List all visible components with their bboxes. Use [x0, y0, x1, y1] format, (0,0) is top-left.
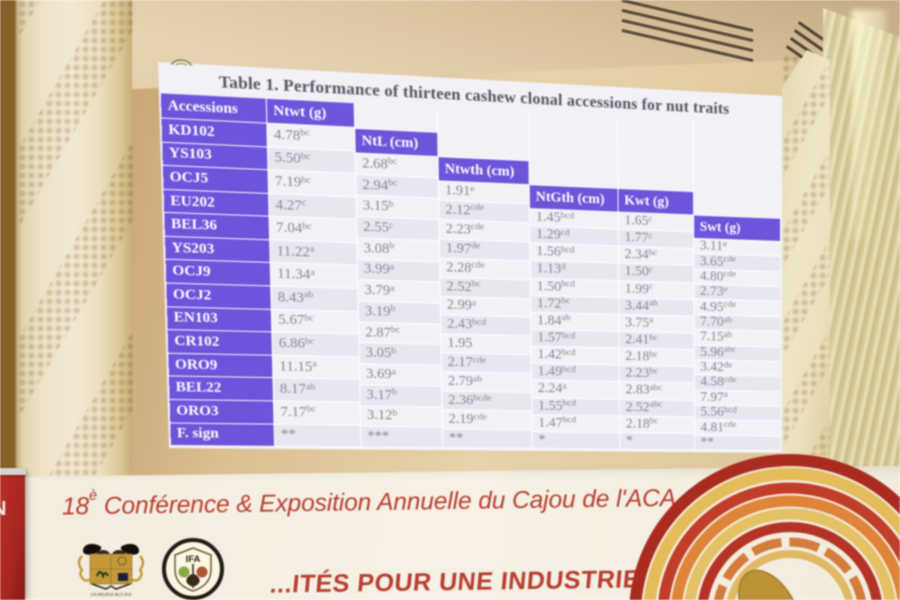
svg-text:IFA: IFA — [186, 554, 201, 565]
svg-text:UN PEUPLE BUT FOI: UN PEUPLE BUT FOI — [91, 592, 132, 597]
